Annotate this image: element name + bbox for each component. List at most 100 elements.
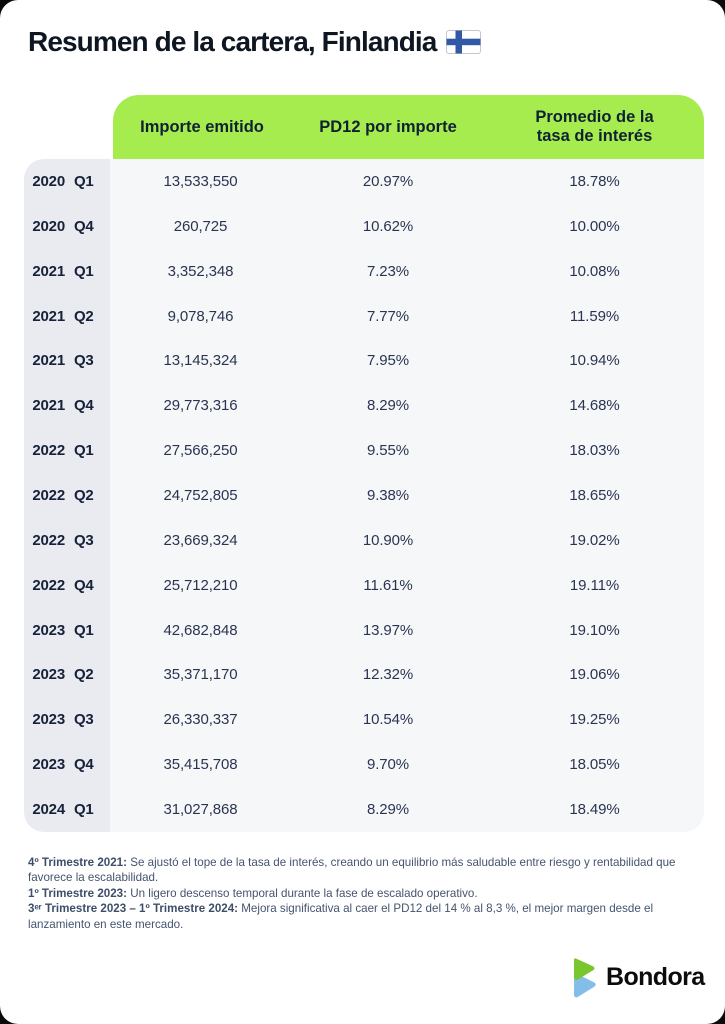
year-label: 2023 xyxy=(32,711,65,729)
pd12-cell: 12.32% xyxy=(362,666,414,684)
amount-cell: 3,352,348 xyxy=(167,262,234,280)
interest-cell: 18.78% xyxy=(569,172,620,190)
pd12-cell: 10.90% xyxy=(362,531,414,549)
quarter-number: Q4 xyxy=(73,397,94,415)
year-label: 2023 xyxy=(32,666,65,684)
quarter-number: Q1 xyxy=(73,262,94,280)
table-row: 2023 Q2 35,371,170 12.32% 19.06% xyxy=(24,652,704,697)
year-label: 2022 xyxy=(32,531,65,549)
amount-cell: 25,712,210 xyxy=(163,576,238,594)
year-label: 2020 xyxy=(32,217,65,235)
footnote-label: 4º Trimestre 2021: xyxy=(28,856,127,869)
table-row: 2021 Q4 29,773,316 8.29% 14.68% xyxy=(24,383,704,428)
quarter-label: 2023 Q2 xyxy=(24,666,110,683)
table-row: 2022 Q3 23,669,324 10.90% 19.02% xyxy=(24,518,704,563)
quarter-number: Q3 xyxy=(73,711,94,729)
pd12-cell: 9.70% xyxy=(366,756,410,774)
quarter-number: Q4 xyxy=(73,217,94,235)
table-row: 2022 Q2 24,752,805 9.38% 18.65% xyxy=(24,473,704,518)
footnote-text: Mejora significativa al caer el PD12 del… xyxy=(28,902,654,931)
quarter-label: 2021 Q2 xyxy=(24,308,110,325)
quarter-label: 2020 Q1 xyxy=(24,173,110,190)
amount-cell: 260,725 xyxy=(173,217,228,235)
footnote-text: Un ligero descenso temporal durante la f… xyxy=(130,886,478,900)
table-row: 2022 Q4 25,712,210 11.61% 19.11% xyxy=(24,563,704,608)
table-body-background xyxy=(110,159,704,832)
pd12-cell: 20.97% xyxy=(362,172,414,190)
year-label: 2021 xyxy=(32,262,65,280)
quarter-label: 2022 Q1 xyxy=(24,442,110,459)
interest-cell: 10.00% xyxy=(569,217,620,235)
interest-cell: 18.05% xyxy=(569,756,620,774)
table-rows: 2020 Q1 13,533,550 20.97% 18.78% 2020 Q4… xyxy=(24,159,704,832)
quarter-label: 2021 Q3 xyxy=(24,352,110,369)
pd12-cell: 10.54% xyxy=(362,711,414,729)
pd12-cell: 10.62% xyxy=(362,217,414,235)
table-row: 2023 Q3 26,330,337 10.54% 19.25% xyxy=(24,697,704,742)
quarter-label: 2021 Q4 xyxy=(24,397,110,414)
bondora-wordmark: Bondora xyxy=(606,962,705,991)
quarter-label: 2022 Q3 xyxy=(24,532,110,549)
footnote: 3ᵉʳ Trimestre 2023 – 1º Trimestre 2024: … xyxy=(28,901,704,932)
quarter-number: Q2 xyxy=(73,307,94,325)
column-header-interest: Promedio de la tasa de interés xyxy=(535,108,654,145)
pd12-cell: 7.95% xyxy=(366,352,410,370)
year-label: 2023 xyxy=(32,756,65,774)
quarter-label: 2021 Q1 xyxy=(24,263,110,280)
quarter-label: 2023 Q4 xyxy=(24,756,110,773)
interest-cell: 19.11% xyxy=(569,576,620,594)
quarter-label: 2022 Q4 xyxy=(24,577,110,594)
amount-cell: 31,027,868 xyxy=(163,800,238,818)
quarter-number: Q4 xyxy=(73,576,94,594)
interest-cell: 18.65% xyxy=(569,486,620,504)
quarter-number: Q1 xyxy=(73,442,94,460)
interest-cell: 14.68% xyxy=(569,397,620,415)
pd12-cell: 7.77% xyxy=(366,307,410,325)
quarter-number: Q2 xyxy=(73,486,94,504)
pd12-cell: 13.97% xyxy=(362,621,414,639)
quarter-number: Q2 xyxy=(73,666,94,684)
interest-cell: 19.06% xyxy=(569,666,620,684)
quarter-label: 2023 Q3 xyxy=(24,711,110,728)
bondora-logo-icon xyxy=(574,958,596,998)
page-title: Resumen de la cartera, Finlandia xyxy=(28,26,437,57)
table-header: Importe emitido PD12 por importe Promedi… xyxy=(113,95,704,159)
amount-cell: 42,682,848 xyxy=(163,621,238,639)
quarter-number: Q1 xyxy=(73,800,94,818)
amount-cell: 29,773,316 xyxy=(163,397,238,415)
amount-cell: 13,145,324 xyxy=(163,352,238,370)
quarter-label: 2020 Q4 xyxy=(24,218,110,235)
year-label: 2022 xyxy=(32,486,65,504)
table-row: 2021 Q1 3,352,348 7.23% 10.08% xyxy=(24,249,704,294)
amount-cell: 9,078,746 xyxy=(167,307,234,325)
quarter-label: 2022 Q2 xyxy=(24,487,110,504)
quarter-column-background xyxy=(24,159,110,832)
interest-cell: 19.25% xyxy=(569,711,620,729)
year-label: 2021 xyxy=(32,397,65,415)
footnote-text: Se ajustó el tope de la tasa de interés,… xyxy=(28,856,676,885)
year-label: 2022 xyxy=(32,442,65,460)
table-row: 2020 Q4 260,725 10.62% 10.00% xyxy=(24,204,704,249)
quarter-number: Q1 xyxy=(73,172,94,190)
year-label: 2024 xyxy=(32,800,65,818)
pd12-cell: 8.29% xyxy=(366,800,410,818)
year-label: 2022 xyxy=(32,576,65,594)
quarter-number: Q3 xyxy=(73,531,94,549)
amount-cell: 26,330,337 xyxy=(163,711,238,729)
year-label: 2023 xyxy=(32,621,65,639)
pd12-cell: 11.61% xyxy=(363,576,413,594)
table-row: 2023 Q4 35,415,708 9.70% 18.05% xyxy=(24,742,704,787)
pd12-cell: 9.38% xyxy=(366,486,410,504)
quarter-label: 2024 Q1 xyxy=(24,801,110,818)
footnote: 4º Trimestre 2021: Se ajustó el tope de … xyxy=(28,855,704,886)
table-row: 2020 Q1 13,533,550 20.97% 18.78% xyxy=(24,159,704,204)
quarter-number: Q3 xyxy=(73,352,94,370)
interest-cell: 10.94% xyxy=(569,352,620,370)
finland-flag-icon xyxy=(446,30,482,54)
amount-cell: 23,669,324 xyxy=(163,531,238,549)
year-label: 2021 xyxy=(32,307,65,325)
table-row: 2024 Q1 31,027,868 8.29% 18.49% xyxy=(24,787,704,832)
column-header-amount: Importe emitido xyxy=(140,117,264,136)
quarter-label: 2023 Q1 xyxy=(24,622,110,639)
